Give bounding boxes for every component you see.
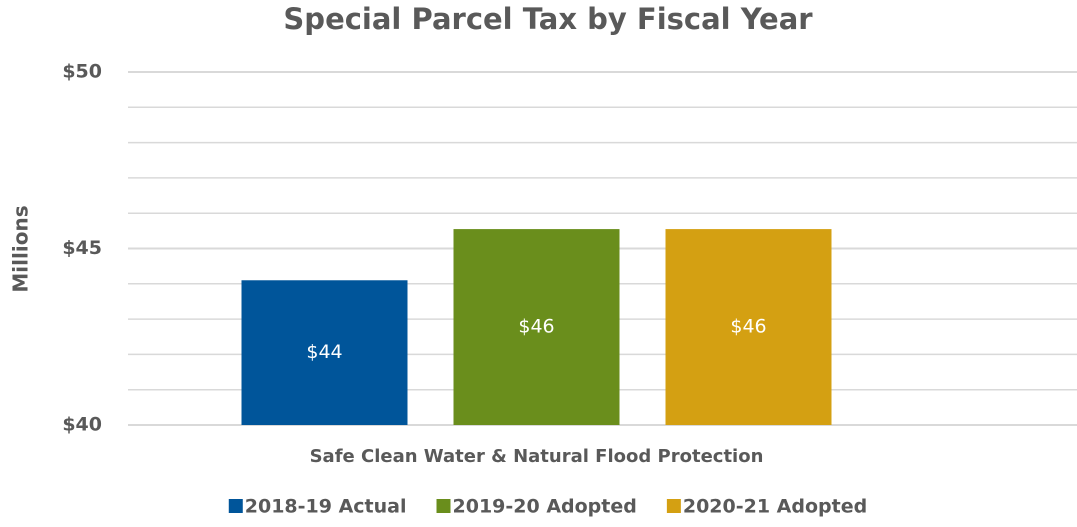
- legend-label: 2019-20 Adopted: [453, 496, 637, 518]
- y-axis-label: Millions: [9, 205, 33, 292]
- legend-label: 2018-19 Actual: [245, 496, 407, 518]
- data-label: $46: [730, 316, 766, 338]
- data-label: $46: [518, 316, 554, 338]
- data-label: $44: [306, 341, 342, 363]
- bar: [453, 229, 620, 425]
- chart-title: Special Parcel Tax by Fiscal Year: [283, 2, 813, 36]
- legend-swatch: [228, 499, 243, 513]
- legend-label: 2020-21 Adopted: [683, 496, 867, 518]
- legend-swatch: [436, 499, 451, 513]
- y-tick-label: $45: [62, 237, 102, 259]
- bar: [665, 229, 832, 425]
- y-tick-label: $50: [62, 61, 102, 83]
- legend-swatch: [666, 499, 681, 513]
- x-tick-label: Safe Clean Water & Natural Flood Protect…: [310, 446, 764, 467]
- bar: [241, 280, 408, 425]
- y-tick-label: $40: [62, 414, 102, 436]
